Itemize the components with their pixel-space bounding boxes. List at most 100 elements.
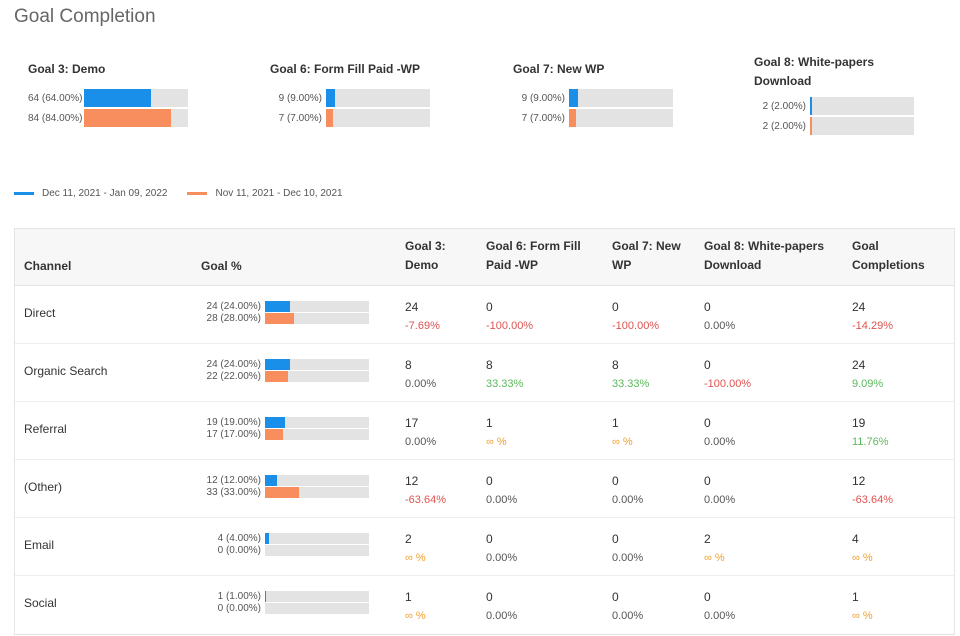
bar-fill[interactable] bbox=[265, 532, 270, 544]
metric-change: 0.00% bbox=[704, 436, 736, 448]
legend-previous[interactable]: Nov 11, 2021 - Dec 10, 2021 bbox=[187, 188, 343, 199]
legend-current[interactable]: Dec 11, 2021 - Jan 09, 2022 bbox=[14, 188, 167, 199]
bar-fill[interactable] bbox=[265, 358, 290, 370]
bar-label: 9 (9.00%) bbox=[521, 92, 565, 104]
bar-fill[interactable] bbox=[810, 97, 813, 115]
bar-row: 0 (0.00%) bbox=[185, 602, 369, 614]
bar-label: 7 (7.00%) bbox=[521, 112, 565, 124]
header-channel[interactable]: Channel bbox=[24, 259, 72, 273]
bar-label: 4 (4.00%) bbox=[217, 532, 261, 544]
metric-value: 0 bbox=[704, 474, 711, 488]
metric-value: 8 bbox=[405, 358, 412, 372]
goal-title: Goal 7: New WP bbox=[513, 61, 605, 76]
bar-fill[interactable] bbox=[265, 474, 278, 486]
bar-fill[interactable] bbox=[265, 370, 288, 382]
metric-value: 0 bbox=[486, 474, 493, 488]
bar-fill[interactable] bbox=[326, 89, 336, 107]
metric-cell: 0 0.00% bbox=[704, 588, 735, 626]
bar-track bbox=[326, 109, 430, 127]
bar-label: 0 (0.00%) bbox=[217, 544, 261, 556]
table-row[interactable]: Referral 19 (19.00%) 17 (17.00%) 17 0.00% 1 ∞ … bbox=[15, 402, 954, 460]
goal-bars: 2 (2.00%) 2 (2.00%) bbox=[754, 96, 954, 136]
header-goal6[interactable]: Goal 6: Form Fill Paid -WP bbox=[486, 239, 581, 272]
goal-pct-bars: 19 (19.00%) 17 (17.00%) bbox=[185, 416, 369, 440]
bar-label: 1 (1.00%) bbox=[217, 590, 261, 602]
bar-label: 17 (17.00%) bbox=[206, 428, 261, 440]
bar-fill[interactable] bbox=[810, 117, 813, 135]
goal-card: Goal 3: Demo 64 (64.00%) 84 (84.00%) bbox=[28, 50, 228, 128]
bar-label: 2 (2.00%) bbox=[762, 100, 806, 112]
bar-fill[interactable] bbox=[569, 109, 577, 127]
channel-name[interactable]: Social bbox=[24, 596, 57, 610]
metric-value: 8 bbox=[486, 358, 493, 372]
metric-cell: 0 0.00% bbox=[486, 472, 517, 510]
table-row[interactable]: Social 1 (1.00%) 0 (0.00%) 1 ∞ % 0 0.00% 0 0.00%… bbox=[15, 576, 954, 634]
bar-track bbox=[810, 97, 914, 115]
bar-fill[interactable] bbox=[265, 428, 283, 440]
bar-row: 64 (64.00%) bbox=[28, 88, 228, 108]
metric-value: 0 bbox=[486, 590, 493, 604]
metric-change: -63.64% bbox=[852, 494, 893, 506]
bar-label: 7 (7.00%) bbox=[278, 112, 322, 124]
table-row[interactable]: Direct 24 (24.00%) 28 (28.00%) 24 -7.69% 0 -10… bbox=[15, 286, 954, 344]
bar-row: 24 (24.00%) bbox=[185, 300, 369, 312]
metric-change: ∞ % bbox=[704, 552, 725, 564]
goal-pct-bars: 4 (4.00%) 0 (0.00%) bbox=[185, 532, 369, 556]
metric-cell: 17 0.00% bbox=[405, 414, 436, 452]
bar-track bbox=[265, 602, 369, 614]
bar-row: 7 (7.00%) bbox=[513, 108, 713, 128]
bar-row: 19 (19.00%) bbox=[185, 416, 369, 428]
channel-name[interactable]: Email bbox=[24, 538, 55, 552]
metric-cell: 8 33.33% bbox=[486, 356, 523, 394]
metric-cell: 0 0.00% bbox=[612, 588, 643, 626]
table-row[interactable]: (Other) 12 (12.00%) 33 (33.00%) 12 -63.64% 0 0… bbox=[15, 460, 954, 518]
bar-fill[interactable] bbox=[265, 312, 295, 324]
metric-cell: 0 -100.00% bbox=[612, 298, 659, 336]
header-goal3[interactable]: Goal 3: Demo bbox=[405, 239, 446, 272]
bar-fill[interactable] bbox=[84, 89, 151, 107]
metric-value: 1 bbox=[405, 590, 412, 604]
metric-cell: 0 0.00% bbox=[704, 298, 735, 336]
bar-row: 9 (9.00%) bbox=[270, 88, 470, 108]
bar-track bbox=[265, 428, 369, 440]
bar-fill[interactable] bbox=[326, 109, 334, 127]
metric-value: 0 bbox=[704, 358, 711, 372]
bar-fill[interactable] bbox=[265, 486, 300, 498]
bar-fill[interactable] bbox=[265, 590, 267, 602]
metric-change: -100.00% bbox=[704, 378, 752, 390]
bar-fill[interactable] bbox=[84, 109, 172, 127]
bar-fill[interactable] bbox=[265, 300, 290, 312]
bar-fill[interactable] bbox=[265, 416, 285, 428]
metric-change: 0.00% bbox=[704, 320, 736, 332]
metric-change: -63.64% bbox=[405, 494, 446, 506]
table-row[interactable]: Organic Search 24 (24.00%) 22 (22.00%) 8 0.0… bbox=[15, 344, 954, 402]
table-row[interactable]: Email 4 (4.00%) 0 (0.00%) 2 ∞ % 0 0.00% 0 0.00% 2… bbox=[15, 518, 954, 576]
header-completions[interactable]: Goal Completions bbox=[852, 239, 925, 272]
bar-row: 24 (24.00%) bbox=[185, 358, 369, 370]
header-goal-pct[interactable]: Goal % bbox=[201, 259, 242, 273]
metric-change: ∞ % bbox=[852, 552, 873, 564]
legend-label: Dec 11, 2021 - Jan 09, 2022 bbox=[42, 188, 168, 199]
metric-cell: 0 0.00% bbox=[612, 530, 643, 568]
bar-fill[interactable] bbox=[569, 89, 579, 107]
legend-label: Nov 11, 2021 - Dec 10, 2021 bbox=[215, 188, 343, 199]
metric-cell: 12 -63.64% bbox=[405, 472, 446, 510]
channel-name[interactable]: Organic Search bbox=[24, 364, 108, 378]
channel-name[interactable]: (Other) bbox=[24, 480, 63, 494]
channel-name[interactable]: Direct bbox=[24, 306, 56, 320]
header-goal8[interactable]: Goal 8: White-papers Download bbox=[704, 239, 825, 272]
metric-change: -7.69% bbox=[405, 320, 440, 332]
bar-track bbox=[265, 486, 369, 498]
metric-change: -100.00% bbox=[486, 320, 534, 332]
legend: Dec 11, 2021 - Jan 09, 2022 Nov 11, 2021… bbox=[14, 188, 343, 199]
channel-name[interactable]: Referral bbox=[24, 422, 67, 436]
metric-cell: 0 0.00% bbox=[704, 472, 735, 510]
metric-cell: 0 0.00% bbox=[486, 588, 517, 626]
goal-title: Goal 6: Form Fill Paid -WP bbox=[270, 61, 421, 76]
header-goal7[interactable]: Goal 7: New WP bbox=[612, 239, 681, 272]
bar-label: 9 (9.00%) bbox=[278, 92, 322, 104]
metric-cell: 1 ∞ % bbox=[612, 414, 633, 452]
metric-cell: 24 -14.29% bbox=[852, 298, 893, 336]
bar-label: 64 (64.00%) bbox=[28, 92, 83, 104]
metric-change: ∞ % bbox=[486, 436, 507, 448]
